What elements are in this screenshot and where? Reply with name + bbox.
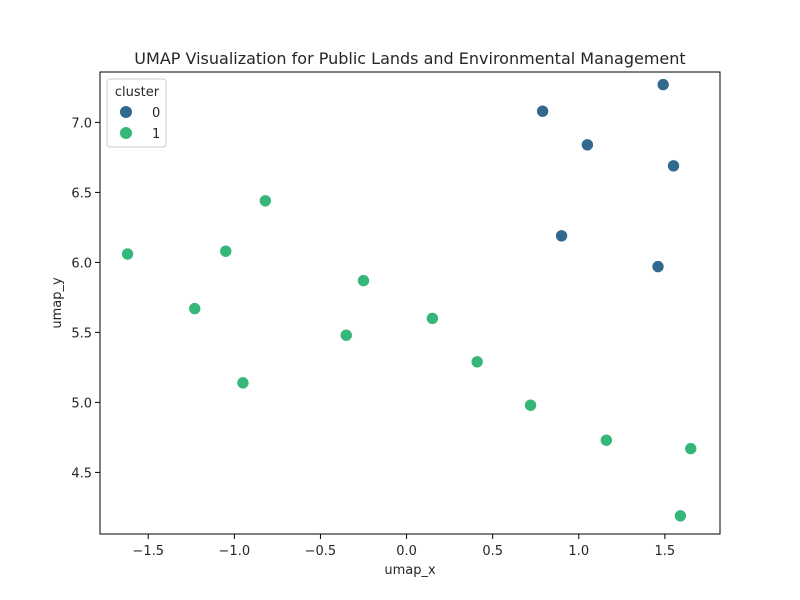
legend-label-cluster-0: 0 bbox=[152, 106, 160, 121]
point-cluster-1-3 bbox=[188, 302, 202, 315]
point-cluster-1-8 bbox=[470, 355, 484, 369]
x-tick-label: −0.5 bbox=[305, 544, 337, 559]
point-cluster-1-4 bbox=[357, 274, 370, 287]
legend: cluster 0 1 bbox=[106, 78, 167, 148]
y-tick-label: 5.0 bbox=[71, 396, 92, 411]
point-cluster-1-1 bbox=[121, 247, 134, 261]
point-cluster-0-4 bbox=[555, 229, 568, 243]
point-cluster-1-5 bbox=[339, 328, 353, 342]
y-axis-label: umap_y bbox=[50, 277, 65, 329]
legend-marker-cluster-0 bbox=[120, 106, 132, 118]
y-tick-label: 6.5 bbox=[71, 186, 92, 201]
points-layer bbox=[121, 78, 698, 523]
point-cluster-0-3 bbox=[667, 159, 680, 173]
x-tick-label: 0.5 bbox=[482, 544, 503, 559]
point-cluster-0-1 bbox=[536, 104, 549, 118]
chart-title: UMAP Visualization for Public Lands and … bbox=[134, 49, 685, 68]
x-axis-ticks: −1.5 −1.0 −0.5 0.0 0.5 1.0 1.5 bbox=[132, 534, 675, 559]
point-cluster-1-7 bbox=[236, 376, 250, 390]
x-tick-label: 1.0 bbox=[568, 544, 589, 559]
point-cluster-0-5 bbox=[651, 260, 665, 273]
point-cluster-0-0 bbox=[656, 78, 670, 91]
y-axis-ticks: 4.5 5.0 5.5 6.0 6.5 7.0 bbox=[71, 116, 100, 481]
y-tick-label: 6.0 bbox=[71, 256, 92, 271]
legend-marker-cluster-1 bbox=[120, 127, 132, 139]
point-cluster-1-6 bbox=[426, 312, 439, 325]
point-cluster-1-10 bbox=[600, 433, 613, 447]
x-tick-label: 0.0 bbox=[396, 544, 417, 559]
point-cluster-1-2 bbox=[219, 244, 233, 258]
x-tick-label: 1.5 bbox=[655, 544, 676, 559]
y-tick-label: 4.5 bbox=[71, 466, 92, 481]
plot-frame bbox=[99, 71, 721, 535]
point-cluster-0-2 bbox=[581, 138, 594, 152]
point-cluster-1-0 bbox=[259, 194, 272, 208]
x-tick-label: −1.5 bbox=[132, 544, 164, 559]
x-tick-label: −1.0 bbox=[219, 544, 251, 559]
x-axis-label: umap_x bbox=[384, 563, 436, 578]
point-cluster-1-12 bbox=[674, 509, 687, 523]
point-cluster-1-9 bbox=[524, 398, 537, 412]
y-tick-label: 7.0 bbox=[71, 116, 92, 131]
y-tick-label: 5.5 bbox=[71, 326, 92, 341]
legend-label-cluster-1: 1 bbox=[152, 127, 160, 142]
legend-title: cluster bbox=[115, 85, 160, 100]
plot-area bbox=[100, 72, 720, 534]
point-cluster-1-11 bbox=[684, 442, 698, 455]
